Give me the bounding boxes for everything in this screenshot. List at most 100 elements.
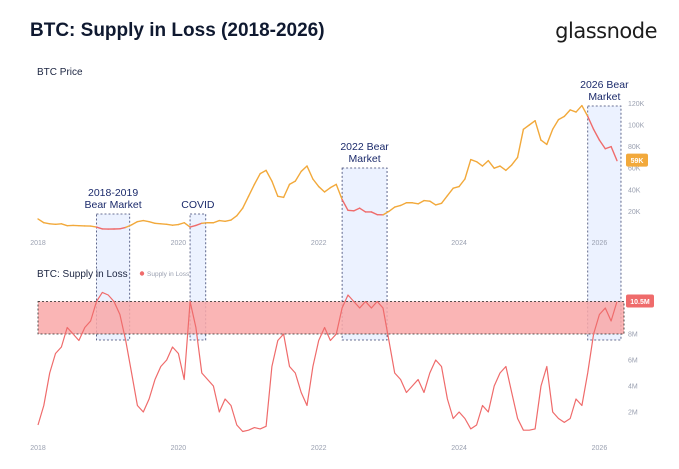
price-segment [534, 119, 542, 141]
price-segment [487, 159, 495, 169]
price-segment [329, 183, 337, 189]
price-segment [95, 226, 104, 230]
price-segment [475, 161, 484, 167]
loss-badge-label: 10.5M [630, 299, 650, 306]
price-segment [142, 219, 150, 223]
price-x-tick: 2024 [451, 240, 467, 247]
price-segment [382, 210, 390, 216]
price-segment [318, 185, 326, 193]
price-segment [353, 207, 361, 212]
price-segment [259, 169, 267, 175]
supply-in-loss-line [37, 291, 618, 433]
price-segment [516, 128, 525, 159]
price-segment [370, 211, 378, 216]
price-y-tick: 60K [628, 166, 641, 173]
price-segment [563, 109, 571, 118]
price-segment [165, 223, 174, 226]
price-panel: 20K 40K 60K 80K 100K 120K 2018 2020 2022 2024 2026… [30, 101, 648, 247]
price-segment [294, 170, 302, 182]
price-segment [300, 165, 308, 173]
price-segment [265, 169, 273, 182]
loss-threshold-band [37, 301, 625, 335]
price-segment [160, 223, 168, 226]
annotation-0-line-1: Bear Market [85, 199, 142, 211]
price-panel-label: BTC Price [37, 67, 83, 78]
panel-labels: BTC Price BTC: Supply in Loss Supply in Lo… [37, 67, 190, 280]
price-y-tick: 40K [628, 187, 641, 194]
price-y-tick: 120K [628, 101, 645, 108]
loss-badge [626, 294, 654, 308]
price-segment [394, 204, 402, 208]
price-segment [598, 139, 606, 150]
price-segment [429, 200, 437, 206]
price-segment [335, 183, 343, 201]
price-segment [323, 186, 332, 193]
price-badge-label: 59K [631, 158, 644, 165]
price-segment [177, 222, 185, 226]
price-segment [43, 222, 51, 225]
price-segment [546, 128, 554, 146]
price-segment [125, 224, 133, 229]
annotation-3-line-1: Market [588, 91, 620, 103]
loss-x-tick: 2018 [30, 445, 46, 452]
price-segment [171, 223, 180, 226]
price-segment [575, 104, 583, 113]
loss-x-tick: 2020 [171, 445, 187, 452]
price-segment [247, 183, 256, 197]
price-y-tick: 100K [628, 123, 645, 130]
price-x-tick: 2020 [171, 240, 187, 247]
price-segment [195, 222, 203, 227]
price-badge [626, 153, 648, 167]
price-segment [522, 124, 530, 131]
brand-logo: glassnode [555, 19, 657, 43]
price-segment [277, 195, 285, 199]
loss-y-tick: 4M [628, 384, 638, 391]
price-segment [89, 225, 98, 228]
loss-x-tick: 2022 [311, 445, 327, 452]
price-segment [581, 104, 589, 118]
price-segment [417, 199, 425, 205]
price-segment [499, 165, 507, 172]
price-segment [224, 219, 232, 223]
price-segment [481, 159, 490, 167]
price-segment [434, 202, 443, 206]
price-segment [610, 145, 618, 162]
price-segment [48, 223, 57, 226]
loss-panel-label: BTC: Supply in Loss [37, 269, 128, 280]
price-segment [604, 145, 612, 150]
loss-y-tick: 8M [628, 332, 638, 339]
price-segment [528, 119, 536, 126]
price-segment [511, 156, 519, 166]
price-segment [551, 118, 560, 131]
price-segment [446, 187, 454, 197]
price-segment [119, 226, 127, 230]
price-x-tick: 2026 [592, 240, 608, 247]
annotation-0-line-0: 2018-2019 [88, 187, 138, 199]
price-segment [592, 128, 601, 141]
price-segment [347, 209, 355, 212]
price-segment [148, 220, 156, 224]
price-segment [423, 199, 431, 202]
price-segment [388, 206, 396, 213]
loss-y-tick: 6M [628, 358, 638, 365]
price-segment [493, 165, 501, 169]
supply-in-loss-panel: 2M 4M 6M 8M 2018 2020 2022 2024 2026 10.5M [30, 291, 654, 452]
chart-title: BTC: Supply in Loss (2018-2026) [30, 20, 325, 41]
price-segment [271, 180, 279, 197]
annotation-2-line-1: Market [349, 153, 381, 165]
price-segment [37, 218, 45, 224]
annotation-3-line-0: 2026 Bear [580, 79, 629, 91]
price-segment [282, 183, 291, 199]
price-segment [236, 207, 244, 217]
price-segment [399, 202, 408, 207]
price-x-tick: 2018 [30, 240, 46, 247]
price-segment [212, 219, 220, 224]
price-segment [587, 115, 595, 131]
price-segment [54, 223, 63, 226]
price-segment [411, 202, 419, 205]
price-y-tick: 20K [628, 209, 641, 216]
price-segment [230, 215, 238, 221]
price-x-tick: 2022 [311, 240, 327, 247]
